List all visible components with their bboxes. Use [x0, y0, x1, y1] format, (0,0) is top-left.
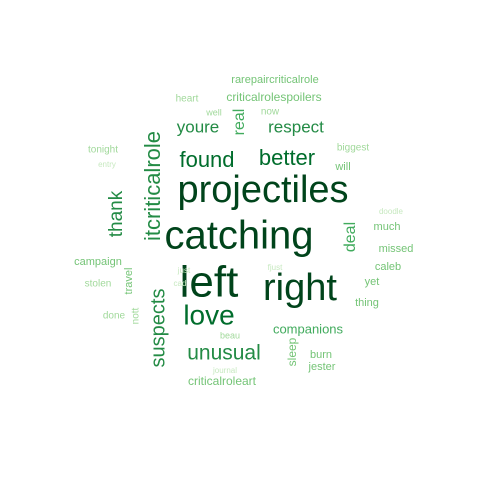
- word-nott: nott: [131, 307, 142, 324]
- word-missed: missed: [379, 243, 414, 255]
- word-much: much: [374, 221, 401, 233]
- word-just: just: [177, 266, 191, 275]
- word-beau: beau: [220, 330, 240, 340]
- word-yet: yet: [365, 276, 380, 288]
- word-biggest: biggest: [337, 143, 369, 154]
- word-doodle: doodle: [379, 207, 404, 216]
- word-caleb: caleb: [375, 261, 401, 273]
- word-real: real: [231, 109, 248, 136]
- word-catching: catching: [165, 214, 314, 258]
- word-campaign: campaign: [74, 256, 122, 268]
- word-entry: entry: [98, 160, 116, 169]
- word-stolen: stolen: [85, 279, 112, 290]
- word-thing: thing: [355, 297, 379, 309]
- word-unusual: unusual: [187, 342, 261, 365]
- word-burn: burn: [310, 349, 332, 361]
- word-criticalrolespoilers: criticalrolespoilers: [226, 90, 321, 104]
- word-cad: cad: [174, 279, 187, 288]
- word-youre: youre: [177, 117, 220, 136]
- word-respect: respect: [268, 117, 324, 136]
- word-criticalroleart: criticalroleart: [188, 374, 257, 388]
- word-rarepaircriticalrole: rarepaircriticalrole: [231, 74, 318, 86]
- word-travel: travel: [123, 268, 135, 295]
- word-thank: thank: [106, 190, 127, 237]
- word-projectiles: projectiles: [177, 169, 348, 211]
- word-journal: journal: [212, 366, 237, 375]
- word-love: love: [183, 299, 234, 330]
- word-heart: heart: [176, 94, 199, 105]
- word-will: will: [334, 161, 350, 173]
- word-better: better: [259, 145, 315, 170]
- word-suspects: suspects: [147, 289, 169, 368]
- word-deal: deal: [342, 222, 359, 252]
- word-jester: jester: [308, 361, 336, 373]
- word-fjust: fjust: [268, 263, 283, 272]
- word-sleep: sleep: [285, 337, 299, 366]
- word-found: found: [179, 147, 234, 172]
- word-left: left: [180, 258, 239, 307]
- word-companions: companions: [273, 321, 344, 336]
- word-right: right: [263, 267, 337, 309]
- word-now: now: [261, 107, 280, 118]
- word-itcriticalrole: itcriticalrole: [140, 131, 165, 241]
- word-done: done: [103, 311, 126, 322]
- word-tonight: tonight: [88, 145, 118, 156]
- word-well: well: [205, 107, 222, 117]
